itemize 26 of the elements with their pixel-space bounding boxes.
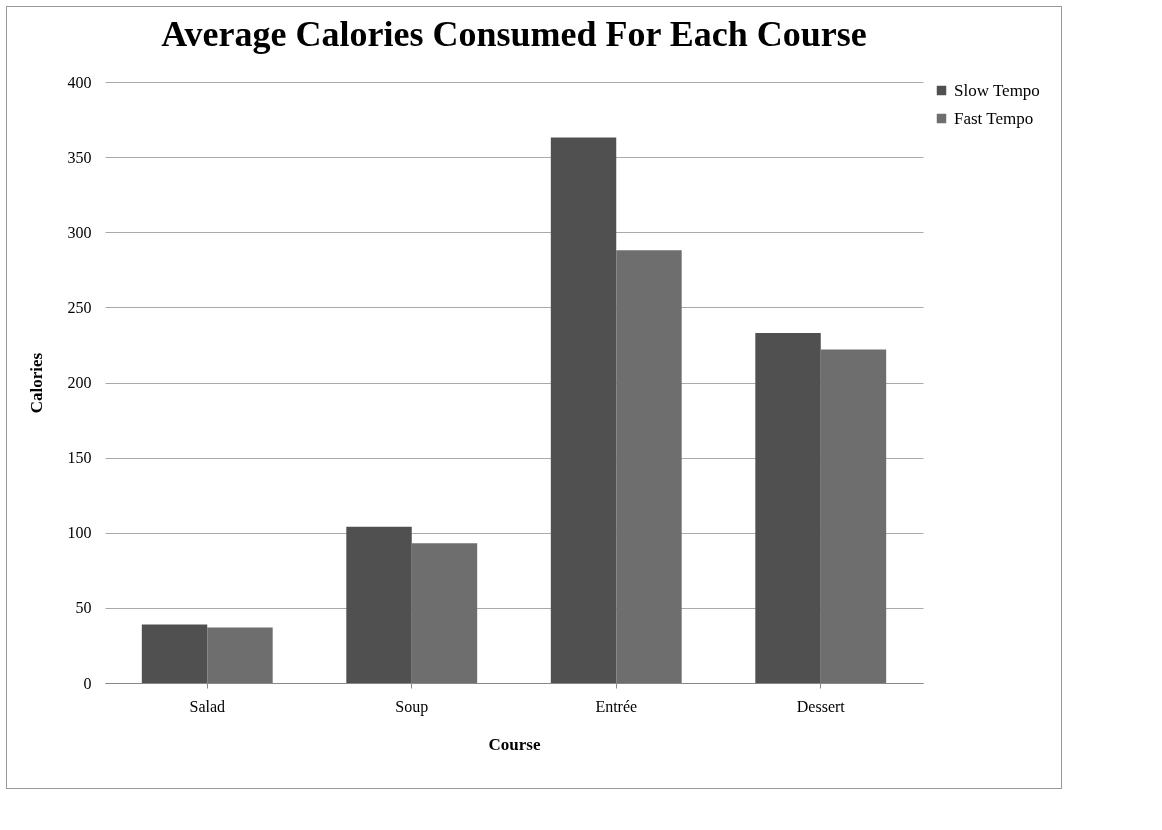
legend-label: Slow Tempo	[954, 80, 1040, 100]
y-tick-label: 0	[83, 674, 92, 692]
x-tick-label: Salad	[189, 697, 226, 715]
y-tick-label: 150	[67, 449, 92, 467]
bar	[550, 137, 617, 683]
bar	[207, 627, 273, 683]
x-axis-title: Course	[488, 734, 541, 754]
bar	[141, 624, 208, 683]
y-tick-label: 350	[67, 148, 92, 166]
bar	[616, 250, 682, 683]
y-tick-label: 300	[67, 223, 92, 241]
bar	[346, 526, 412, 683]
legend-label: Fast Tempo	[954, 108, 1034, 128]
y-tick-label: 250	[67, 298, 92, 316]
x-tick-label: Entrée	[595, 697, 638, 715]
y-tick-label: 50	[75, 599, 92, 617]
y-tick-label: 100	[67, 524, 92, 542]
bar	[820, 349, 887, 683]
y-axis-title: Calories	[26, 352, 46, 414]
x-tick-label: Dessert	[796, 697, 846, 715]
chart-title: Average Calories Consumed For Each Course	[161, 14, 867, 54]
y-tick-label: 400	[67, 73, 92, 91]
bar	[755, 332, 821, 683]
y-tick-label: 200	[67, 374, 92, 391]
x-tick-label: Soup	[395, 697, 429, 716]
bar	[411, 543, 478, 683]
